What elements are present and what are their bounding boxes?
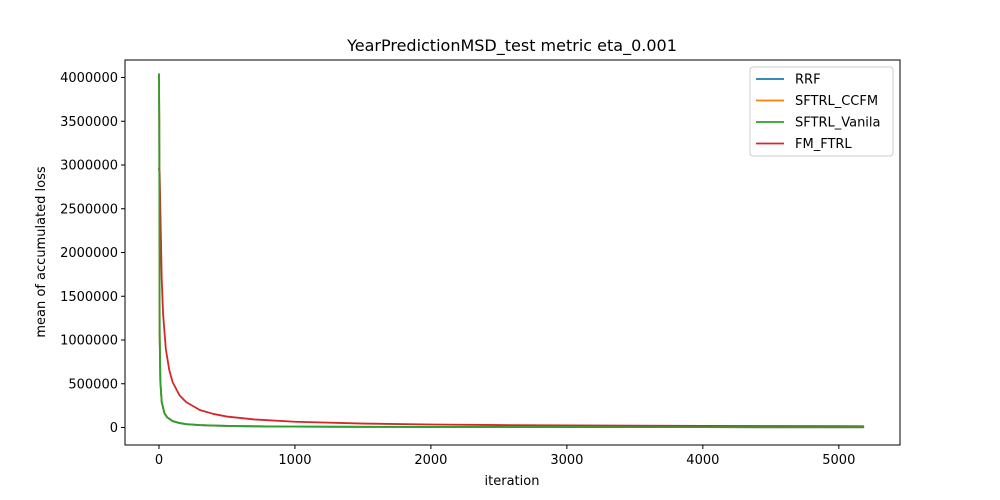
series-line-sftrl-vanila [158,73,865,429]
y-axis-label: mean of accumulated loss [34,166,49,337]
x-axis-label: iteration [485,474,540,489]
series-line-fm-ftrl [158,167,865,428]
x-tick-label: 0 [155,453,163,468]
y-tick-label: 4000000 [60,71,118,86]
legend-label: SFTRL_CCFM [795,94,878,109]
y-tick-label: 2000000 [60,246,118,261]
x-axis: 0 1000 2000 3000 4000 5000 [155,445,855,468]
y-tick-label: 0 [110,421,118,436]
legend-box [749,66,894,157]
x-tick-label: 2000 [414,453,447,468]
y-tick-label: 1500000 [60,290,118,305]
y-tick-label: 1000000 [60,334,118,349]
y-tick-label: 3000000 [60,159,118,174]
y-tick-label: 2500000 [60,202,118,217]
legend-label: RRF [795,73,821,88]
x-tick-label: 4000 [686,453,719,468]
y-tick-label: 3500000 [60,115,118,130]
series-lines [158,73,865,429]
x-tick-label: 1000 [278,453,311,468]
y-axis: 0 500000 1000000 1500000 2000000 2500000 30000… [60,71,125,436]
y-tick-label: 500000 [68,377,118,392]
x-tick-label: 3000 [550,453,583,468]
legend-label: SFTRL_Vanila [795,116,881,131]
legend-label: FM_FTRL [795,137,852,152]
x-tick-label: 5000 [822,453,855,468]
chart-title: YearPredictionMSD_test metric eta_0.001 [346,36,677,56]
legend: RRF SFTRL_CCFM SFTRL_Vanila FM_FTRL [749,66,894,157]
